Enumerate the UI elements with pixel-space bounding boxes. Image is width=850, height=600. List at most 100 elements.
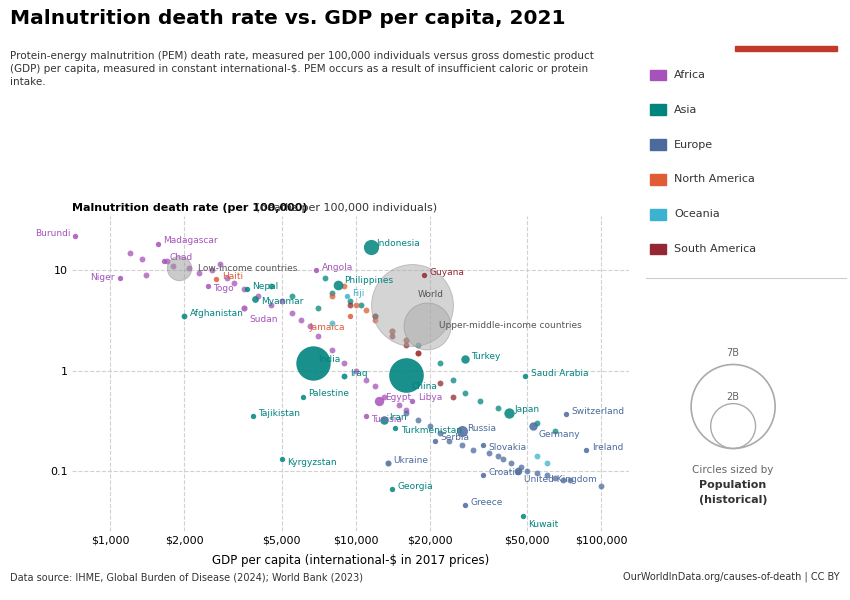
Point	[348, 366, 362, 376]
Text: 7B: 7B	[727, 348, 740, 358]
Point	[516, 512, 530, 521]
Text: United Kingdom: United Kingdom	[524, 475, 597, 484]
Text: Jamaica: Jamaica	[309, 323, 344, 332]
Text: Angola: Angola	[321, 263, 353, 272]
Point	[399, 335, 412, 345]
Point	[69, 232, 82, 241]
Point	[264, 281, 277, 291]
Text: Africa: Africa	[674, 70, 706, 80]
Text: Iran: Iran	[389, 413, 407, 422]
Point	[139, 270, 153, 280]
Point	[442, 436, 456, 445]
Point	[220, 273, 234, 283]
Point	[166, 262, 179, 271]
Point	[504, 458, 518, 467]
Point	[285, 292, 298, 301]
Point	[476, 440, 490, 450]
Text: Switzerland: Switzerland	[571, 407, 625, 416]
Text: India: India	[319, 355, 341, 364]
Point	[433, 358, 446, 367]
Point	[285, 308, 298, 317]
Point	[368, 311, 382, 321]
Point	[446, 392, 460, 401]
Point	[306, 358, 320, 367]
Point	[183, 263, 196, 273]
Point	[372, 396, 386, 406]
Point	[459, 500, 473, 510]
Point	[530, 451, 544, 461]
Text: Afghanistan: Afghanistan	[190, 309, 244, 318]
Text: Tunisia: Tunisia	[371, 415, 402, 424]
Point	[311, 332, 325, 341]
Text: Serbia: Serbia	[440, 433, 469, 442]
Point	[385, 326, 399, 335]
Text: Upper-middle-income countries: Upper-middle-income countries	[439, 322, 582, 331]
Text: Germany: Germany	[539, 430, 581, 439]
Point	[160, 256, 173, 266]
Point	[359, 412, 372, 421]
Text: Nepal: Nepal	[252, 282, 279, 291]
Text: Libya: Libya	[417, 394, 442, 403]
Point	[428, 436, 441, 445]
Text: Turkmenistan: Turkmenistan	[401, 426, 462, 435]
Text: Europe: Europe	[674, 140, 713, 149]
Text: OurWorldInData.org/causes-of-death | CC BY: OurWorldInData.org/causes-of-death | CC …	[623, 572, 840, 583]
Point	[411, 415, 425, 425]
Text: Population: Population	[700, 480, 767, 490]
Point	[364, 242, 377, 252]
Text: Iraq: Iraq	[350, 369, 367, 378]
Point	[343, 311, 357, 321]
Point	[518, 371, 532, 381]
Text: Niger: Niger	[90, 273, 115, 282]
Point	[209, 274, 223, 284]
Point	[513, 462, 527, 472]
Text: Malnutrition death rate vs. GDP per capita, 2021: Malnutrition death rate vs. GDP per capi…	[10, 9, 566, 28]
Text: Fiji: Fiji	[352, 289, 365, 298]
Point	[417, 270, 431, 280]
Point	[348, 301, 362, 310]
Bar	[735, 46, 837, 51]
Point	[150, 239, 164, 248]
Text: Greece: Greece	[471, 498, 503, 507]
Text: Kuwait: Kuwait	[529, 520, 558, 529]
Point	[296, 392, 309, 401]
Point	[359, 376, 372, 385]
Point	[325, 292, 338, 301]
Text: Data source: IHME, Global Burden of Disease (2024); World Bank (2023): Data source: IHME, Global Burden of Dise…	[10, 572, 363, 582]
Text: Our World: Our World	[756, 14, 816, 23]
Point	[172, 263, 185, 273]
Text: Oceania: Oceania	[674, 209, 720, 219]
Point	[388, 423, 402, 433]
Point	[491, 404, 505, 413]
Point	[385, 332, 399, 341]
Point	[114, 273, 128, 283]
Point	[275, 296, 289, 305]
Text: Indonesia: Indonesia	[376, 239, 420, 248]
Point	[135, 254, 149, 264]
Text: South America: South America	[674, 244, 756, 254]
Point	[520, 466, 534, 476]
Point	[309, 266, 323, 275]
Point	[594, 481, 608, 491]
Text: Palestine: Palestine	[309, 389, 349, 398]
X-axis label: GDP per capita (international-$ in 2017 prices): GDP per capita (international-$ in 2017 …	[212, 554, 490, 567]
Point	[381, 458, 394, 467]
Point	[237, 304, 251, 313]
Point	[405, 396, 419, 406]
Point	[246, 412, 259, 421]
Point	[411, 348, 425, 358]
Text: China: China	[411, 382, 437, 391]
Point	[237, 284, 251, 294]
Text: Guyana: Guyana	[429, 268, 464, 277]
Point	[325, 288, 338, 298]
Point	[548, 473, 562, 482]
Point	[540, 470, 553, 480]
Point	[405, 301, 419, 310]
Text: Myanmar: Myanmar	[261, 297, 303, 306]
Text: Croatia: Croatia	[489, 468, 521, 477]
Point	[399, 335, 412, 345]
Point	[559, 409, 573, 419]
Point	[337, 358, 351, 367]
Text: Madagascar: Madagascar	[163, 236, 218, 245]
Point	[318, 273, 332, 283]
